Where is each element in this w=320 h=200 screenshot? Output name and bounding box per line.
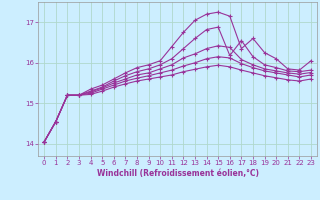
X-axis label: Windchill (Refroidissement éolien,°C): Windchill (Refroidissement éolien,°C) xyxy=(97,169,259,178)
